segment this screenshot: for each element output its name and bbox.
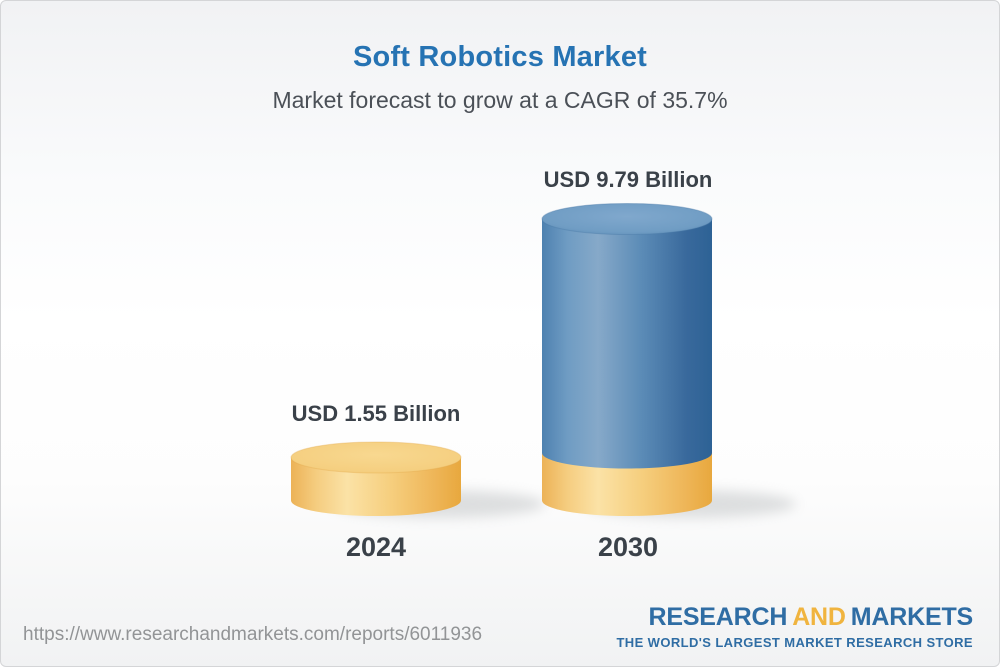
logo-word-research: RESEARCH: [648, 603, 788, 631]
axis-label-2024: 2024: [345, 532, 407, 562]
research-and-markets-logo: RESEARCH AND MARKETS THE WORLD'S LARGEST M…: [616, 603, 973, 650]
report-url: https://www.researchandmarkets.com/repor…: [23, 624, 483, 645]
page-title: Soft Robotics Market: [352, 41, 648, 73]
bar-2030-base-segment: [542, 453, 712, 516]
bar-2024-top: [290, 441, 462, 474]
value-label-2030: USD 9.79 Billion: [543, 167, 713, 192]
logo-word-markets: MARKETS: [850, 603, 973, 631]
bar-2024: [290, 441, 462, 516]
bar-2024-body: [291, 457, 461, 516]
logo-word-and: AND: [792, 603, 846, 631]
bar-2030-top: [541, 203, 713, 235]
logo-tagline: THE WORLD'S LARGEST MARKET RESEARCH STOR…: [616, 635, 973, 650]
value-label-2024: USD 1.55 Billion: [291, 401, 461, 426]
axis-label-2030: 2030: [597, 532, 659, 562]
page-subtitle: Market forecast to grow at a CAGR of 35.…: [272, 87, 728, 113]
bar-2030: [541, 203, 713, 516]
bar-2030-body: [542, 219, 712, 469]
logo-wordmark: RESEARCH AND MARKETS: [616, 603, 974, 632]
